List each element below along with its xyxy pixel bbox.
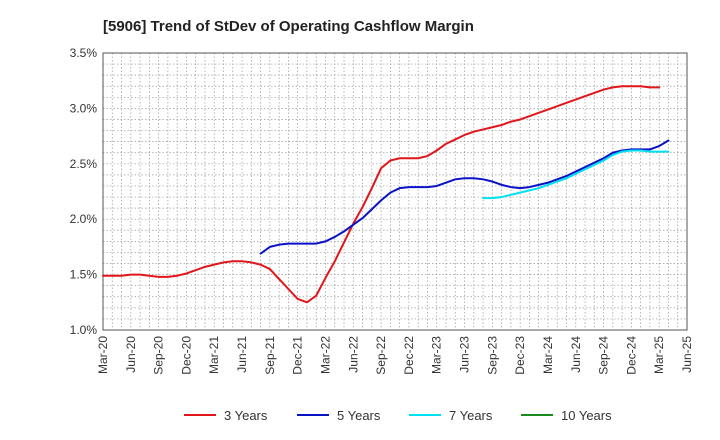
x-tick-label: Mar-25 [652,336,666,374]
x-tick-label: Jun-22 [346,336,360,373]
x-tick-label: Dec-23 [513,336,527,375]
y-tick-label: 3.0% [70,101,98,115]
x-tick-label: Mar-22 [318,336,332,374]
x-tick-label: Sep-21 [263,336,277,375]
x-tick-label: Sep-22 [374,336,388,375]
plot-border [102,52,688,331]
y-tick-label: 2.5% [70,157,98,171]
x-tick-label: Dec-20 [179,336,193,375]
series-lines [102,85,670,304]
x-tick-label: Mar-24 [541,336,555,374]
series-line-7-years [482,149,670,200]
x-tick-label: Jun-20 [124,336,138,373]
x-tick-label: Sep-24 [597,336,611,375]
legend-label: 10 Years [561,408,612,423]
y-tick-label: 1.5% [70,268,98,282]
x-tick-label: Jun-21 [235,336,249,373]
y-tick-label: 1.0% [70,323,98,337]
y-tick-label: 3.5% [70,46,98,60]
x-tick-label: Dec-22 [402,336,416,375]
legend-label: 3 Years [224,408,268,423]
x-tick-label: Jun-23 [458,336,472,373]
x-tick-label: Dec-21 [291,336,305,375]
chart-title: [5906] Trend of StDev of Operating Cashf… [103,18,474,35]
grid [102,52,688,331]
axes: 1.0% 1.5% 2.0% 2.5% 3.0% 3.5% Mar-20 Jun-20 Sep-… [70,46,694,375]
legend-label: 7 Years [449,408,493,423]
x-tick-label: Dec-24 [624,336,638,375]
x-tick-label: Mar-20 [96,336,110,374]
x-tick-label: Mar-23 [430,336,444,374]
series-line-5-years [259,139,670,255]
legend: 3 Years 5 Years 7 Years 10 Years [184,408,612,423]
y-tick-label: 2.0% [70,212,98,226]
x-tick-label: Sep-20 [152,336,166,375]
x-tick-label: Jun-25 [680,336,694,373]
x-tick-label: Jun-24 [569,336,583,373]
legend-label: 5 Years [337,408,381,423]
x-tick-label: Sep-23 [485,336,499,375]
x-tick-label: Mar-21 [207,336,221,374]
series-line-3-years [102,85,661,304]
